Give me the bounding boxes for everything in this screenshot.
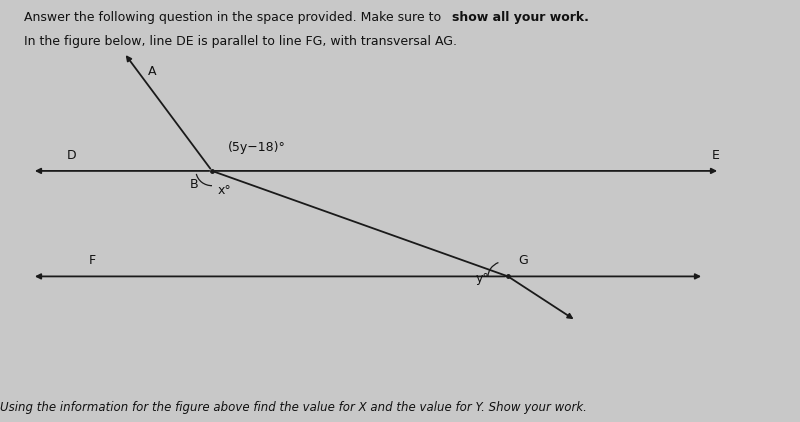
Text: D: D	[67, 149, 77, 162]
Text: show all your work.: show all your work.	[452, 11, 589, 24]
Text: E: E	[712, 149, 720, 162]
Text: Answer the following question in the space provided. Make sure to: Answer the following question in the spa…	[24, 11, 445, 24]
Text: y°: y°	[476, 272, 490, 285]
Text: B: B	[190, 178, 198, 191]
Text: Using the information for the figure above find the value for X and the value fo: Using the information for the figure abo…	[0, 401, 587, 414]
Text: (5y−18)°: (5y−18)°	[228, 141, 286, 154]
Text: F: F	[89, 254, 95, 267]
Text: A: A	[147, 65, 156, 78]
Text: G: G	[518, 254, 528, 267]
Text: In the figure below, line DE is parallel to line FG, with transversal AG.: In the figure below, line DE is parallel…	[24, 35, 457, 48]
Text: x°: x°	[218, 184, 231, 197]
